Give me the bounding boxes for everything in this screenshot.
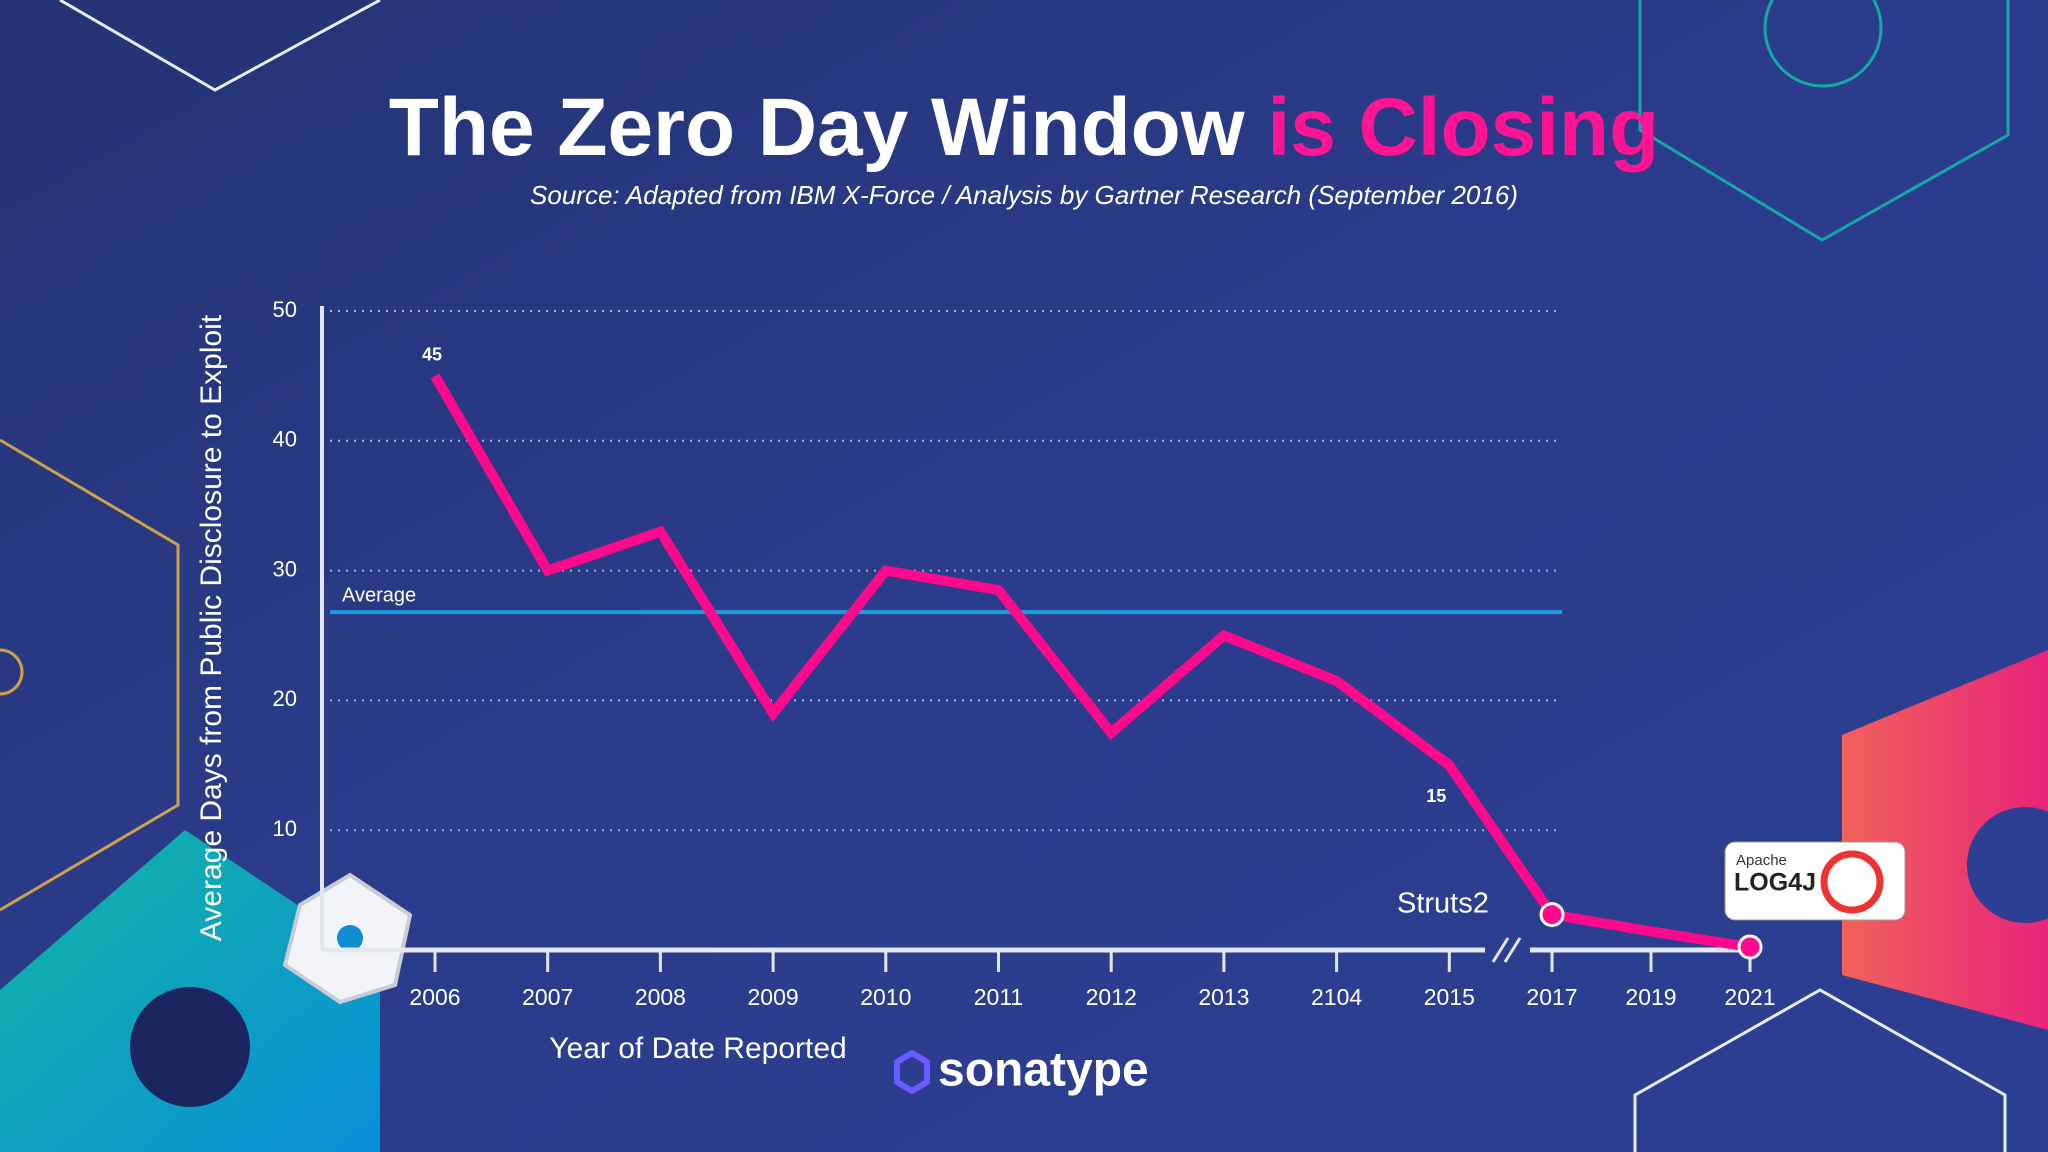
x-tick-label: 2021 bbox=[1724, 984, 1775, 1010]
point bbox=[1737, 934, 1763, 960]
y-tick-label: 30 bbox=[273, 556, 297, 581]
decor bbox=[59, 0, 381, 92]
decor bbox=[1763, 0, 1883, 88]
annotation: Apache bbox=[1736, 852, 1787, 869]
logo-icon bbox=[894, 1049, 930, 1095]
log4j-icon bbox=[1820, 850, 1884, 914]
x-tick-label: 2019 bbox=[1625, 984, 1676, 1010]
decor bbox=[0, 438, 180, 912]
title-text: The Zero Day Window bbox=[389, 82, 1245, 173]
y-tick-label: 50 bbox=[273, 297, 297, 322]
decor bbox=[1842, 650, 2048, 1030]
subtitle: Source: Adapted from IBM X-Force / Analy… bbox=[530, 180, 1518, 210]
decor bbox=[0, 648, 24, 696]
title: The Zero Day Window is Closing bbox=[389, 82, 1659, 173]
data-label: 15 bbox=[1426, 786, 1446, 806]
x-tick-label: 2015 bbox=[1424, 984, 1475, 1010]
average-label: Average bbox=[342, 584, 416, 606]
decor bbox=[1967, 807, 2048, 923]
axis-break bbox=[1503, 937, 1522, 963]
x-tick-label: 2008 bbox=[635, 984, 686, 1010]
decor bbox=[1633, 988, 2007, 1152]
y-axis-label: Average Days from Public Disclosure to E… bbox=[195, 314, 228, 941]
logo: sonatype bbox=[938, 1044, 1149, 1097]
x-tick-label: 2010 bbox=[860, 984, 911, 1010]
log4j-badge bbox=[1724, 841, 1906, 921]
annotation: LOG4J bbox=[1734, 869, 1816, 897]
x-tick-label: 2006 bbox=[409, 984, 460, 1010]
x-tick-label: 2013 bbox=[1198, 984, 1249, 1010]
x-tick-label: 2011 bbox=[974, 984, 1023, 1010]
x-tick-label: 2009 bbox=[748, 984, 799, 1010]
decor bbox=[337, 925, 363, 951]
x-tick-label: 2104 bbox=[1311, 984, 1362, 1010]
data-label: 45 bbox=[422, 345, 442, 365]
decor bbox=[130, 987, 250, 1107]
y-tick-label: 40 bbox=[273, 427, 297, 452]
y-tick-label: 20 bbox=[273, 686, 297, 711]
x-tick-label: 2017 bbox=[1526, 984, 1577, 1010]
x-tick-label: 2012 bbox=[1086, 984, 1137, 1010]
point bbox=[1539, 902, 1565, 928]
axis-break bbox=[1491, 937, 1510, 963]
title-highlight: is Closing bbox=[1267, 82, 1659, 173]
decor bbox=[1638, 0, 2010, 242]
y-tick-label: 10 bbox=[273, 816, 297, 841]
annotation: Struts2 bbox=[1397, 888, 1489, 920]
x-axis-label: Year of Date Reported bbox=[549, 1032, 846, 1065]
x-tick-label: 2007 bbox=[522, 984, 573, 1010]
